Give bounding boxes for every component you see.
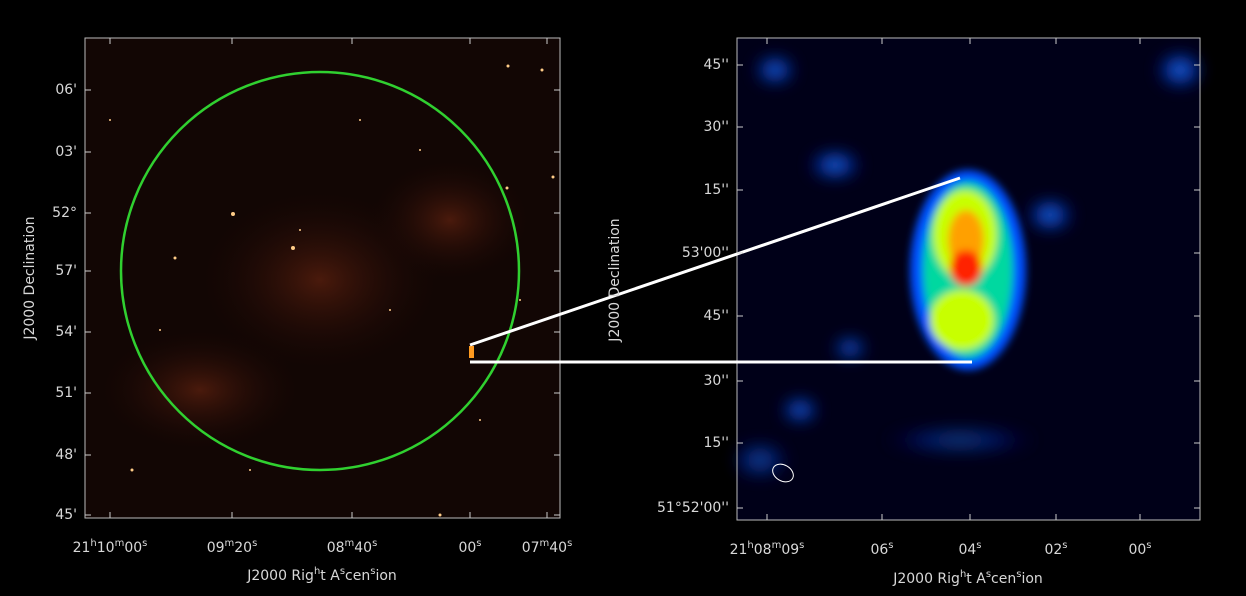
y-tick-label: 53'00'' [682, 245, 729, 261]
right-image [730, 37, 1205, 521]
left-image [84, 37, 561, 519]
y-tick-label: 57' [55, 263, 77, 279]
x-tick-label: 07m40s [522, 538, 573, 556]
y-tick-label: 15'' [703, 182, 729, 198]
x-tick-label: 09m20s [207, 538, 258, 556]
y-tick-label: 03' [55, 144, 77, 160]
y-tick-label: 15'' [703, 435, 729, 451]
y-tick-label: 51' [55, 385, 77, 401]
x-tick-label: 04s [958, 540, 981, 558]
x-tick-label: 21h08m09s [730, 540, 805, 558]
y-tick-label: 51°52'00'' [657, 500, 729, 516]
y-axis-label: J2000 Declination [22, 216, 38, 340]
x-tick-label: 21h10m00s [73, 538, 148, 556]
y-tick-label: 45'' [703, 308, 729, 324]
x-tick-label: 08m40s [327, 538, 378, 556]
y-tick-label: 30'' [703, 119, 729, 135]
y-axis-label: J2000 Declination [607, 218, 623, 342]
x-tick-label: 00s [458, 538, 481, 556]
y-tick-label: 45' [55, 507, 77, 523]
zoom-line [469, 176, 961, 347]
y-tick-label: 30'' [703, 373, 729, 389]
y-tick-label: 52° [52, 205, 77, 221]
y-tick-label: 48' [55, 447, 77, 463]
x-tick-label: 06s [870, 540, 893, 558]
x-axis-label: J2000 Right Ascension [892, 569, 1043, 587]
y-tick-label: 06' [55, 82, 77, 98]
x-tick-label: 00s [1128, 540, 1151, 558]
y-tick-label: 45'' [703, 57, 729, 73]
y-tick-label: 54' [55, 324, 77, 340]
x-axis-label: J2000 Right Ascension [246, 566, 397, 584]
x-tick-label: 02s [1044, 540, 1067, 558]
